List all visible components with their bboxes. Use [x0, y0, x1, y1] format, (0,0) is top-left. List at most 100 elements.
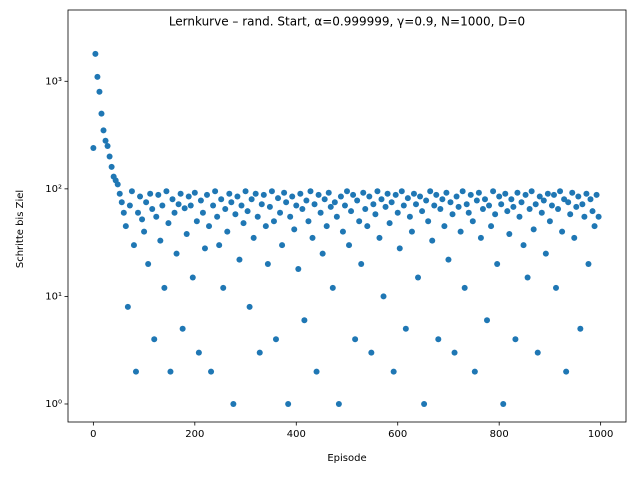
point: [410, 190, 417, 197]
point: [530, 226, 537, 233]
point: [469, 218, 476, 225]
point: [552, 284, 559, 291]
point: [321, 196, 328, 203]
point: [344, 188, 350, 195]
point: [522, 191, 529, 198]
point: [368, 349, 375, 356]
point: [528, 188, 535, 195]
point: [157, 237, 164, 244]
x-tick-label: 800: [490, 429, 509, 440]
point: [492, 211, 499, 218]
point: [419, 208, 426, 215]
point: [360, 189, 367, 196]
point: [301, 317, 308, 324]
point: [305, 218, 312, 225]
point: [218, 196, 225, 203]
point: [90, 144, 97, 151]
point: [132, 368, 139, 375]
point: [510, 203, 517, 210]
point: [171, 209, 178, 216]
point: [236, 256, 243, 263]
x-axis-label: Episode: [327, 453, 366, 464]
point: [256, 349, 263, 356]
point: [548, 202, 555, 209]
point: [143, 199, 150, 206]
point: [526, 205, 533, 212]
point: [193, 218, 200, 225]
point: [122, 223, 129, 230]
point: [524, 274, 531, 281]
point: [323, 223, 330, 230]
point: [163, 188, 170, 195]
point: [220, 284, 227, 291]
point: [396, 245, 403, 252]
point: [275, 195, 282, 202]
point: [500, 400, 507, 407]
point: [258, 201, 265, 208]
point: [573, 203, 580, 210]
point: [102, 137, 109, 144]
point: [508, 196, 515, 203]
point: [374, 188, 381, 195]
point: [536, 193, 543, 200]
point: [406, 213, 413, 220]
point: [404, 195, 411, 202]
point: [593, 191, 600, 198]
point: [238, 202, 245, 209]
point: [534, 349, 541, 356]
point: [465, 209, 472, 216]
point: [266, 203, 273, 210]
point: [382, 203, 389, 210]
point: [542, 250, 549, 257]
x-tick-label: 600: [388, 429, 407, 440]
point: [315, 191, 322, 198]
point: [445, 256, 452, 263]
point: [423, 197, 430, 204]
point: [555, 205, 562, 212]
point: [587, 196, 594, 203]
point: [514, 189, 521, 196]
point: [378, 196, 385, 203]
point: [141, 228, 148, 235]
point: [201, 245, 208, 252]
point: [540, 197, 547, 204]
point: [285, 400, 292, 407]
point: [356, 218, 363, 225]
chart-title: Lernkurve – rand. Start, α=0.999999, γ=0…: [169, 15, 525, 29]
point: [252, 190, 259, 197]
point: [331, 199, 338, 206]
point: [502, 190, 509, 197]
point: [591, 223, 598, 230]
point: [118, 199, 125, 206]
point: [386, 220, 393, 227]
point: [425, 218, 432, 225]
point: [394, 209, 401, 216]
point: [484, 317, 491, 324]
point: [240, 220, 247, 227]
point: [455, 203, 462, 210]
point: [313, 368, 320, 375]
point: [248, 196, 255, 203]
point: [329, 284, 336, 291]
point: [244, 208, 251, 215]
point: [439, 196, 446, 203]
point: [443, 189, 450, 196]
point: [297, 190, 304, 197]
x-tick-label: 200: [185, 429, 204, 440]
point: [449, 211, 456, 218]
x-tick-label: 1000: [588, 429, 613, 440]
y-tick-label: 10³: [45, 76, 62, 87]
point: [461, 284, 468, 291]
point: [504, 208, 511, 215]
point: [234, 193, 241, 200]
point: [272, 336, 279, 343]
point: [518, 199, 525, 206]
point: [429, 237, 436, 244]
point: [550, 191, 557, 198]
point: [346, 242, 353, 249]
point: [327, 203, 334, 210]
point: [581, 213, 588, 220]
point: [199, 209, 206, 216]
point: [569, 189, 576, 196]
